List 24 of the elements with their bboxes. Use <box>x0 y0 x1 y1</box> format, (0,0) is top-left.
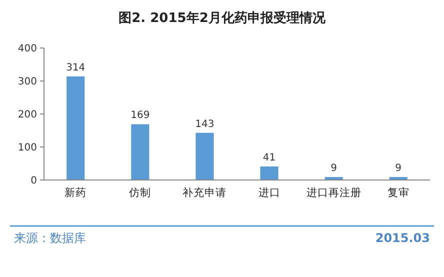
x-tick-label: 补充申请 <box>182 186 227 199</box>
bar <box>131 124 150 180</box>
x-tick-label: 新药 <box>64 186 87 199</box>
data-label: 143 <box>195 118 214 130</box>
x-tick-label: 复审 <box>387 186 410 199</box>
y-tick-label: 300 <box>18 76 37 88</box>
data-label: 169 <box>130 110 150 122</box>
data-label: 9 <box>395 163 402 174</box>
source-note: 来源：数据库 <box>14 231 86 245</box>
y-tick-label: 0 <box>30 176 37 186</box>
y-tick-label: 200 <box>18 110 37 120</box>
x-tick-label: 进口 <box>258 186 280 199</box>
text: 2015.03 <box>375 231 430 245</box>
bar <box>260 166 278 180</box>
chart-title: 图2. 2015年2月化药申报受理情况 <box>118 10 326 26</box>
data-label: 314 <box>66 62 86 74</box>
y-tick-label: 100 <box>18 142 37 154</box>
bar <box>196 132 214 180</box>
x-tick-label: 仿制 <box>128 186 152 199</box>
data-label: 9 <box>330 163 338 174</box>
y-tick-label: 400 <box>18 44 37 54</box>
bar <box>66 76 85 180</box>
x-tick-label: 进口再注册 <box>306 186 362 199</box>
data-label: 41 <box>262 152 276 164</box>
